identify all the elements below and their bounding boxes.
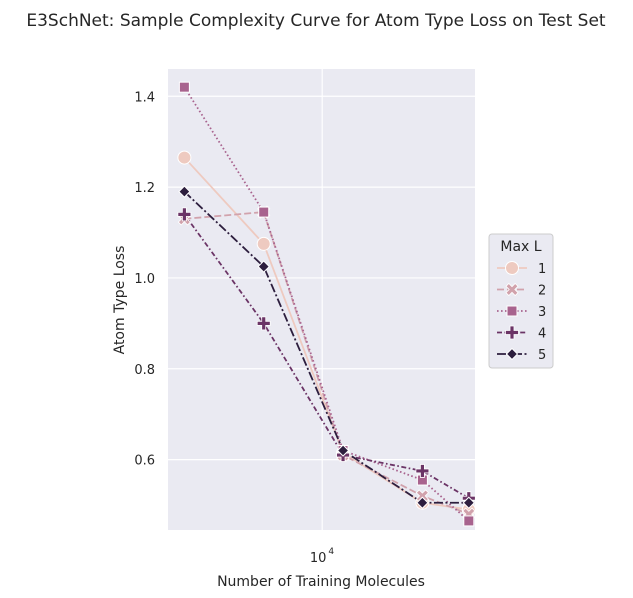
- legend-items: 1 2 3 4 5: [497, 261, 546, 363]
- legend-marker-1: [505, 261, 519, 275]
- data-point-5: [462, 496, 476, 509]
- legend-label-3: 3: [538, 305, 546, 320]
- y-tick-label: 1.4: [134, 90, 155, 105]
- y-tick-label: 0.8: [134, 363, 155, 378]
- series-line-4: [183, 213, 470, 499]
- legend-marker-2: [505, 282, 519, 297]
- x-tick-label: 10: [310, 551, 327, 566]
- legend-label-5: 5: [538, 348, 546, 363]
- legend-marker-5: [505, 347, 519, 361]
- data-point-3: [258, 206, 270, 218]
- x-axis-label: Number of Training Molecules: [217, 574, 425, 590]
- data-point-5: [178, 185, 191, 198]
- legend-label-4: 4: [538, 327, 546, 342]
- data-point-5: [336, 444, 350, 457]
- x-axis-ticks: 10 4: [310, 547, 334, 566]
- y-tick-label: 1.0: [134, 272, 155, 287]
- data-point-4: [415, 464, 430, 478]
- legend: Max L 1 2 3 4 5: [488, 233, 554, 369]
- y-tick-label: 1.2: [134, 181, 155, 196]
- x-tick-exponent: 4: [328, 547, 334, 557]
- plot-area: [168, 69, 475, 530]
- y-tick-label: 0.6: [134, 454, 155, 469]
- data-point-1: [256, 236, 271, 251]
- chart-title: E3SchNet: Sample Complexity Curve for At…: [26, 11, 606, 31]
- legend-marker-3: [506, 305, 518, 317]
- series-line-3: [183, 86, 470, 522]
- y-axis-label: Atom Type Loss: [112, 246, 128, 355]
- data-point-3: [178, 81, 190, 93]
- y-axis-ticks: 0.6 0.8 1.0 1.2 1.4: [134, 90, 155, 468]
- data-point-5: [416, 496, 429, 509]
- legend-title: Max L: [500, 239, 541, 255]
- legend-marker-4: [505, 325, 519, 340]
- data-point-5: [257, 260, 270, 273]
- legend-label-1: 1: [538, 262, 546, 277]
- series-markers: [177, 81, 476, 527]
- data-point-3: [463, 515, 475, 527]
- grid: [168, 69, 475, 530]
- data-point-1: [177, 150, 192, 165]
- data-point-4: [177, 207, 192, 222]
- legend-label-2: 2: [538, 284, 546, 299]
- data-point-4: [256, 316, 271, 331]
